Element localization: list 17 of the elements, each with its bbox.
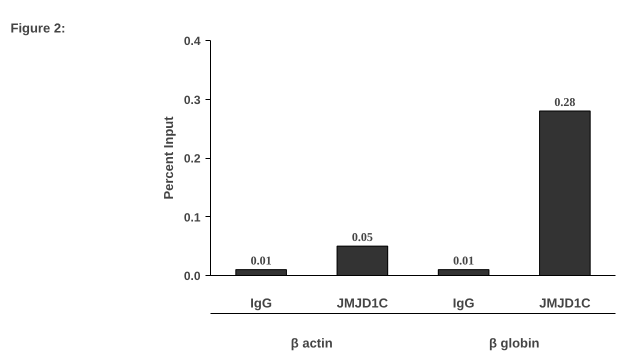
y-tick-label: 0.4 xyxy=(184,34,201,48)
y-tick-label: 0.3 xyxy=(184,92,201,107)
data-label: 0.01 xyxy=(453,254,474,268)
x-tick-label: JMJD1C xyxy=(336,296,389,310)
y-tick-label: 0.0 xyxy=(184,269,201,283)
y-tick-label: 0.1 xyxy=(184,210,201,224)
text: β globin xyxy=(488,336,540,350)
y-axis-title: Percent Input xyxy=(160,116,176,200)
x-tick-label: IgG xyxy=(250,296,272,310)
data-label: 0.28 xyxy=(554,95,576,109)
data-label: 0.01 xyxy=(250,254,272,268)
y-tick-label: 0.2 xyxy=(184,152,201,166)
x-tick-label: IgG xyxy=(452,296,474,310)
x-tick-label: JMJD1C xyxy=(539,296,592,310)
text: Figure 2: xyxy=(10,20,66,36)
text: β actin xyxy=(290,336,333,350)
data-label: 0.05 xyxy=(352,230,373,244)
